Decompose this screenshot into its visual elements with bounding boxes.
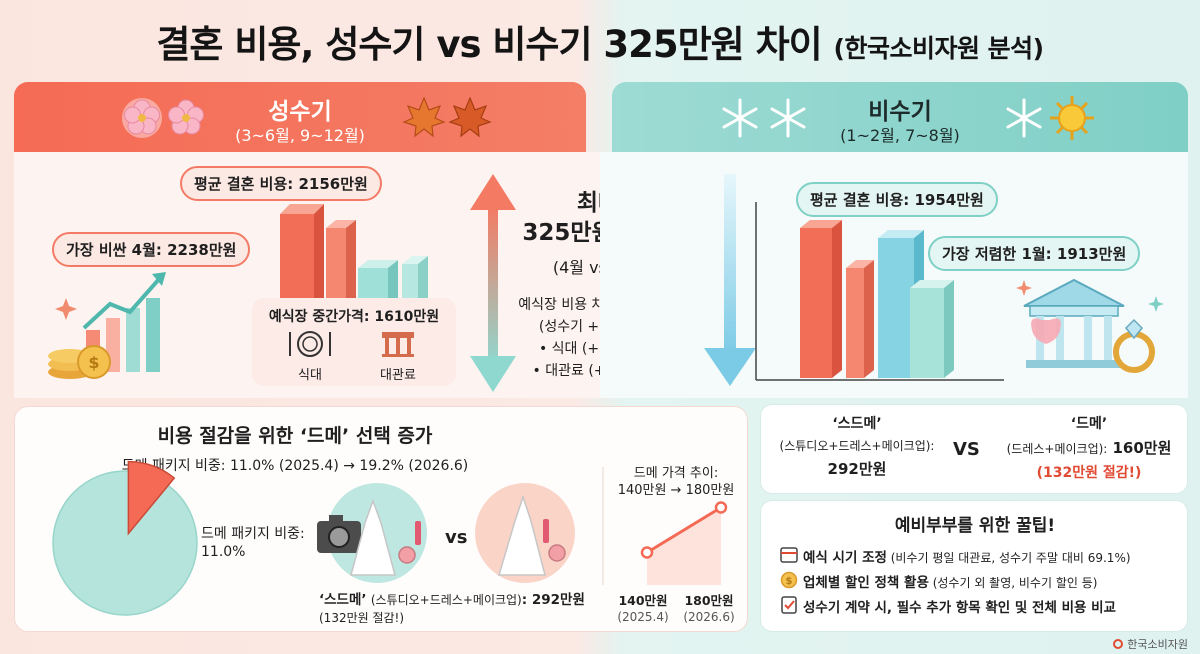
compare-sdme: ‘스드메’ (스튜디오+드레스+메이크업): 292만원 xyxy=(767,413,947,479)
tip-3-bold: 성수기 계약 시, 필수 추가 항목 확인 및 전체 비용 비교 xyxy=(803,600,1116,616)
compare-dme-desc: (드레스+메이크업): xyxy=(1006,442,1108,456)
offpeak-decor-icons xyxy=(722,96,1094,140)
dme-pie-chart xyxy=(52,460,198,616)
trend-end-label: 180만원 (2026.6) xyxy=(677,593,741,625)
dme-illustration: vs xyxy=(52,460,728,616)
venue-item-rental: 대관료 xyxy=(380,368,416,383)
coin-icon: $ xyxy=(780,571,798,589)
peak-avg-cost-bubble: 평균 결혼 비용: 2156만원 xyxy=(180,166,382,201)
peak-decor-icons xyxy=(122,96,492,138)
venue-icons xyxy=(289,331,414,357)
offpeak-season-header: 비수기 (1~2월, 7~8월) xyxy=(612,82,1188,152)
tip-2-bold: 업체별 할인 정책 활용 xyxy=(803,575,929,591)
trend-start-value: 140만원 xyxy=(618,593,668,608)
down-arrow-icon xyxy=(704,174,756,386)
offpeak-min-month-bubble: 가장 저렴한 1월: 1913만원 xyxy=(928,236,1141,271)
wedding-hall-ring-icon xyxy=(1016,278,1164,373)
offpeak-months: (1~2월, 7~8월) xyxy=(840,126,960,145)
dme-title: 비용 절감을 위한 ‘드메’ 선택 증가 xyxy=(157,425,433,447)
trend-start-label: 140만원 (2025.4) xyxy=(613,593,673,625)
tips-title: 예비부부를 위한 꿀팁! xyxy=(894,516,1056,536)
compare-sdme-title: ‘스드메’ xyxy=(832,416,882,432)
sdme-caption-price: : 292만원 xyxy=(521,592,585,608)
dme-price-trend-chart xyxy=(602,467,728,585)
tips-card: 예비부부를 위한 꿀팁! $ 예식 시기 조정 (비수기 평일 대관료, 성수기… xyxy=(760,500,1188,632)
svg-text:$: $ xyxy=(88,353,99,372)
trend-end-value: 180만원 xyxy=(684,593,734,608)
dme-package-icon xyxy=(475,483,575,583)
sdme-package-icon xyxy=(317,483,427,583)
snowflake-icon xyxy=(770,98,806,138)
maple-leaf-icon xyxy=(448,96,492,138)
trend-start-date: (2025.4) xyxy=(617,610,669,624)
tip-2-rest: (성수기 외 촬영, 비수기 할인 등) xyxy=(928,576,1098,590)
peak-title: 성수기 xyxy=(268,99,332,125)
compare-sdme-desc: (스튜디오+드레스+메이크업): xyxy=(779,439,935,453)
peak-max-month-bubble: 가장 비싼 4월: 2238만원 xyxy=(52,232,251,267)
peak-months: (3~6월, 9~12월) xyxy=(235,126,365,145)
tip-item-2: 업체별 할인 정책 활용 (성수기 외 촬영, 비수기 할인 등) xyxy=(803,571,1097,591)
source-name: 한국소비자원 xyxy=(1127,638,1188,651)
offpeak-bar-chart-icon xyxy=(800,220,954,378)
compare-dme: ‘드메’ (드레스+메이크업): 160만원 (132만원 절감!) xyxy=(993,413,1185,482)
trend-title-line-1: 드메 가격 추이: xyxy=(633,466,719,481)
package-compare-card: ‘스드메’ (스튜디오+드레스+메이크업): 292만원 VS ‘드메’ (드레… xyxy=(760,404,1188,494)
venue-building-icon xyxy=(382,332,414,357)
compare-vs: VS xyxy=(953,439,980,460)
sdme-caption-desc: (스튜디오+드레스+메이크업) xyxy=(370,593,522,607)
offpeak-title: 비수기 xyxy=(868,99,932,125)
compare-dme-price: 160만원 xyxy=(1112,439,1172,457)
venue-mid-price: 예식장 중간가격: 1610만원 xyxy=(268,309,440,325)
checklist-icon xyxy=(781,596,797,614)
dining-icon xyxy=(289,331,331,357)
sdme-caption-saving: (132만원 절감!) xyxy=(319,611,405,625)
tip-1-bold: 예식 시기 조정 xyxy=(803,550,887,566)
title-source: (한국소비자원 분석) xyxy=(833,34,1045,63)
sdme-caption-name: ‘스드메’ xyxy=(319,592,367,608)
page-title: 결혼 비용, 성수기 vs 비수기 325만원 차이 (한국소비자원 분석) xyxy=(0,14,1200,68)
pie-label-value: 11.0% xyxy=(201,544,246,560)
tip-1-rest: (비수기 평일 대관료, 성수기 주말 대비 69.1%) xyxy=(886,551,1131,565)
maple-leaf-icon xyxy=(402,96,446,138)
dme-section: 비용 절감을 위한 ‘드메’ 선택 증가 드메 패키지 비중: 11.0% (2… xyxy=(14,406,748,632)
cherry-blossom-icon xyxy=(122,98,162,138)
calendar-icon xyxy=(780,547,798,563)
trend-title-line-2: 140만원 → 180만원 xyxy=(617,483,735,498)
snowflake-icon xyxy=(1006,98,1042,138)
kca-logo-icon xyxy=(1113,639,1124,649)
trend-title: 드메 가격 추이: 140만원 → 180만원 xyxy=(611,465,741,499)
trend-end-date: (2026.6) xyxy=(683,610,735,624)
svg-text:$: $ xyxy=(786,576,793,587)
chart-axis xyxy=(755,202,1004,381)
compare-sdme-price: 292만원 xyxy=(827,460,887,478)
growth-chart-coins-icon: $ xyxy=(48,272,166,379)
compare-dme-title: ‘드메’ xyxy=(1070,416,1108,432)
compare-saving: (132만원 절감!) xyxy=(1036,465,1142,481)
sun-icon xyxy=(1050,96,1094,140)
tip-item-3: 성수기 계약 시, 필수 추가 항목 확인 및 전체 비용 비교 xyxy=(803,596,1116,616)
offpeak-illustration xyxy=(704,174,1164,386)
tip-item-1: 예식 시기 조정 (비수기 평일 대관료, 성수기 주말 대비 69.1%) xyxy=(803,546,1131,566)
pie-label: 드메 패키지 비중: 11.0% xyxy=(201,525,305,561)
double-arrow-icon xyxy=(470,174,516,392)
venue-item-meal: 식대 xyxy=(298,368,322,383)
offpeak-avg-cost-bubble: 평균 결혼 비용: 1954만원 xyxy=(796,182,998,217)
source-footer: 한국소비자원 xyxy=(1113,636,1188,652)
tips-icons: $ xyxy=(780,547,798,614)
dme-share-line: 드메 패키지 비중: 11.0% (2025.4) → 19.2% (2026.… xyxy=(121,458,469,474)
pie-label-text: 드메 패키지 비중: xyxy=(201,526,305,542)
dme-vs: vs xyxy=(445,527,467,548)
peak-season-header: 성수기 (3~6월, 9~12월) xyxy=(14,82,586,152)
cherry-blossom-icon xyxy=(168,99,204,135)
title-main: 결혼 비용, 성수기 vs 비수기 325만원 차이 xyxy=(156,23,822,66)
snowflake-icon xyxy=(722,98,758,138)
venue-price-card: 예식장 중간가격: 1610만원 식대 대관료 xyxy=(252,298,456,386)
sdme-caption: ‘스드메’ (스튜디오+드레스+메이크업): 292만원 (132만원 절감!) xyxy=(319,591,585,627)
